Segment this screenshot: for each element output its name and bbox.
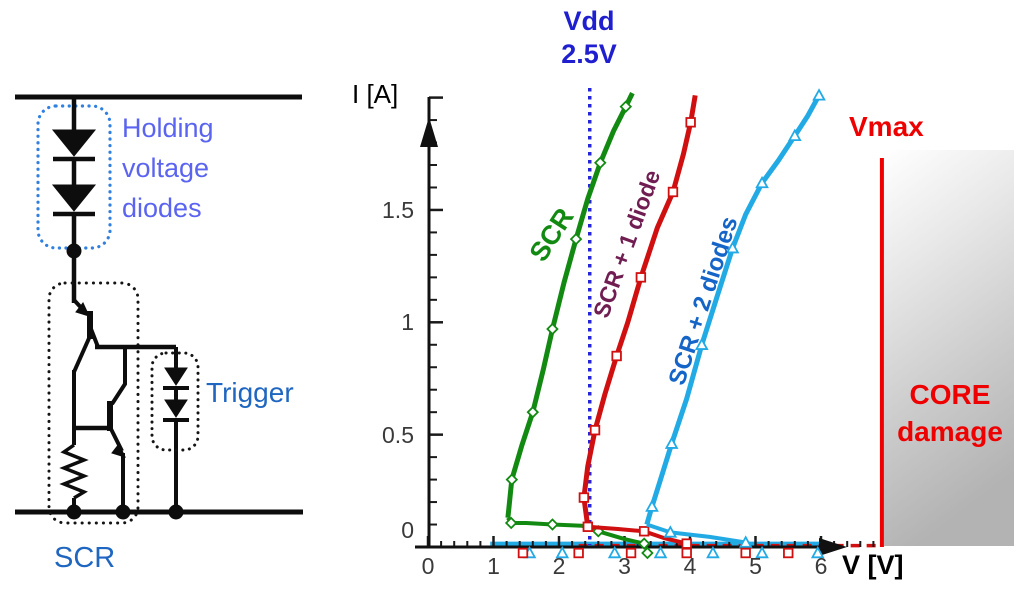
x-tick-label: 5: [749, 553, 762, 579]
curve-marker-square: [638, 526, 650, 537]
leak-marker-triangle: [607, 545, 622, 559]
leak-marker-diamond: [641, 546, 654, 560]
junction-dot: [66, 243, 82, 259]
curve-marker-diamond: [569, 232, 583, 246]
y-axis-arrow: [420, 117, 438, 147]
trigger-label: Trigger: [206, 377, 294, 408]
curve-marker-triangle: [645, 499, 659, 512]
curve-marker-diamond: [593, 156, 607, 170]
circuit-schematic: [15, 94, 303, 525]
x-tick-label: 3: [618, 553, 631, 579]
leak-marker-triangle: [755, 545, 769, 559]
x-tick-label: 0: [421, 553, 435, 579]
vmax-annotation: Vmax: [849, 111, 924, 142]
resistor-icon: [59, 443, 89, 500]
x-tick-label: 6: [814, 553, 828, 579]
trigger-box: [150, 351, 200, 452]
leak-marker-square: [783, 547, 794, 559]
y-tick-label: 1: [401, 309, 414, 336]
curve-rise-square: [581, 94, 698, 528]
x-axis-title: V [V]: [842, 550, 904, 580]
pnp-emitter-arrow: [75, 302, 90, 317]
scr-circuit-label: SCR: [54, 542, 116, 574]
curve-marker-square: [582, 521, 594, 532]
leak-marker-square: [517, 547, 529, 559]
curve-marker-diamond: [637, 537, 651, 550]
curve-marker-triangle: [694, 337, 709, 350]
pnp-collector: [72, 335, 92, 373]
y-tick-label: 0: [401, 517, 414, 543]
curve-marker-square: [635, 272, 647, 283]
leak-marker-square: [625, 547, 637, 559]
curve-marker-square: [667, 186, 679, 198]
curve-marker-diamond: [546, 322, 559, 336]
y-tick-label: 0.5: [382, 421, 414, 448]
scr-box: [47, 281, 140, 525]
diode-icon: [51, 129, 97, 157]
curve-snapback-triangle: [646, 522, 747, 545]
y-axis-title: I [A]: [352, 79, 399, 109]
x-axis-arrow: [819, 538, 847, 556]
leak-marker-square: [681, 547, 692, 559]
leak-marker-triangle: [555, 545, 570, 559]
diode-icon: [164, 367, 188, 386]
curve-rise-triangle: [644, 94, 822, 526]
curve-marker-diamond: [504, 516, 518, 530]
curve-marker-square: [611, 350, 622, 362]
leak-marker-triangle: [706, 545, 720, 559]
curve-marker-diamond: [526, 405, 540, 419]
curve-rise-diamond: [505, 92, 635, 519]
diode-icon: [164, 399, 188, 418]
curve-marker-triangle: [812, 88, 826, 101]
junction-dot: [115, 504, 131, 520]
x-tick-label: 2: [552, 553, 566, 579]
vdd-annotation: Vdd 2.5V: [561, 6, 617, 69]
curve-marker-diamond: [619, 100, 633, 113]
curve-marker-triangle: [738, 535, 753, 548]
curve-marker-square: [681, 538, 692, 549]
curve-marker-diamond: [505, 473, 519, 486]
curve-marker-square: [578, 492, 590, 503]
curve-marker-triangle: [755, 175, 769, 189]
curve-marker-triangle: [725, 240, 740, 254]
junction-dot: [168, 504, 184, 520]
curve-marker-square: [685, 117, 696, 128]
holding-voltage-diodes-label: Holding voltage diodes: [122, 113, 214, 223]
x-tick-label: 4: [683, 553, 697, 579]
x-tick-label: 1: [487, 553, 500, 579]
leak-marker-triangle: [653, 545, 668, 559]
pnp-base-lead: [89, 328, 100, 348]
npn-collector: [110, 347, 127, 406]
leak-marker-triangle: [810, 545, 825, 559]
core-damage-region: [883, 150, 1014, 546]
y-tick-label: 1.5: [382, 196, 414, 223]
curve-marker-diamond: [546, 518, 559, 531]
curve-marker-triangle: [787, 128, 802, 141]
core-damage-annotation: CORE damage: [897, 379, 1003, 447]
holding-diodes-box: [36, 104, 112, 250]
diode-icon: [51, 184, 97, 212]
leak-marker-square: [740, 547, 751, 559]
junction-dot: [66, 504, 82, 520]
curve-marker-square: [589, 424, 601, 436]
leak-marker-square: [573, 547, 584, 559]
curve-marker-triangle: [664, 436, 679, 449]
curve-marker-triangle: [663, 525, 678, 538]
